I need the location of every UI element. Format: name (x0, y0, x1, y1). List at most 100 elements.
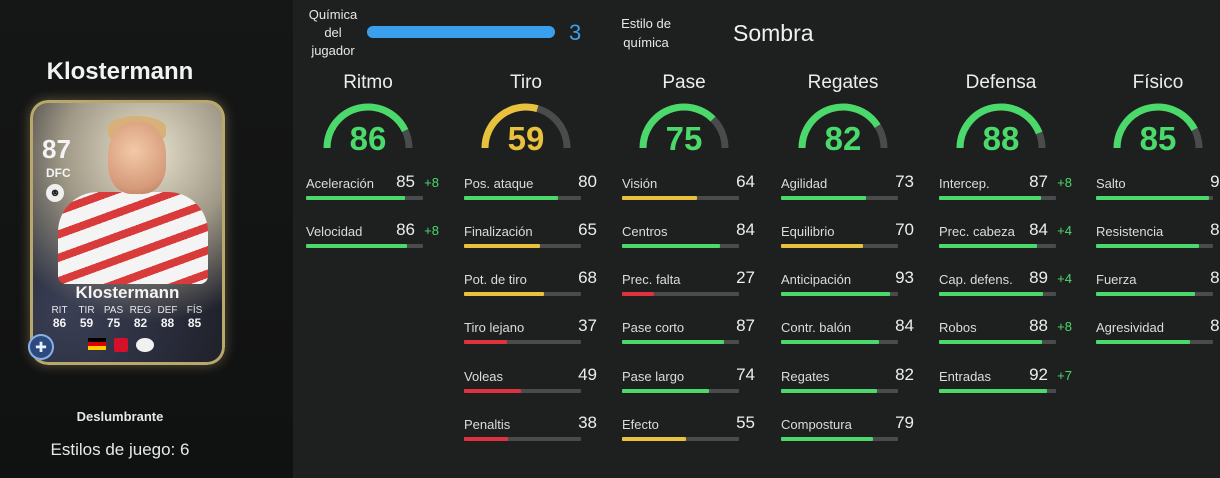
player-portrait (108, 122, 166, 194)
stat-name: Efecto (622, 417, 659, 432)
stat-bar-fill (939, 340, 1042, 344)
stat-bar-fill (939, 196, 1041, 200)
gauge-fill (639, 103, 716, 149)
card-stat-label: PAS (103, 305, 124, 316)
stat-row[interactable]: Resistencia 88 (1096, 218, 1220, 262)
stat-row[interactable]: Finalización 65 (464, 218, 597, 262)
stat-name: Robos (939, 320, 977, 335)
stat-row[interactable]: Anticipación 93 (781, 266, 914, 310)
stat-row[interactable]: Intercep. 87 +8 (939, 170, 1072, 214)
gauge-fill (323, 103, 409, 149)
card-stat: TIR 59 (73, 305, 100, 330)
card-position: DFC (46, 166, 71, 180)
category-title: Regates (807, 72, 879, 93)
stat-row[interactable]: Prec. falta 27 (622, 266, 755, 310)
club-crest-icon (136, 338, 154, 352)
stat-row[interactable]: Cap. defens. 89 +4 (939, 266, 1072, 310)
evolution-icon[interactable]: ✚ (28, 334, 54, 360)
stat-row[interactable]: Penaltis 38 (464, 411, 597, 455)
stat-row[interactable]: Visión 64 (622, 170, 755, 214)
card-stat: FÍS 85 (181, 305, 208, 330)
stat-row[interactable]: Pos. ataque 80 (464, 170, 597, 214)
stat-name: Agilidad (781, 176, 828, 191)
card-stat-value: 85 (187, 316, 202, 330)
stat-bar-fill (1096, 196, 1210, 200)
card-rating: 87 (42, 134, 71, 164)
stat-value: 88 (1210, 220, 1220, 239)
gauge-arc (481, 103, 571, 149)
stat-row[interactable]: Robos 88 +8 (939, 314, 1072, 358)
stat-row[interactable]: Regates 82 (781, 363, 914, 407)
stat-value: 84 (895, 316, 914, 335)
stat-row[interactable]: Prec. cabeza 84 +4 (939, 218, 1072, 262)
player-card[interactable]: 87 DFC ☻ Klostermann RIT 86 TIR 59 PAS 75 R… (30, 100, 225, 365)
stat-row[interactable]: Pase corto 87 (622, 314, 755, 358)
stat-row[interactable]: Tiro lejano 37 (464, 314, 597, 358)
stat-name: Velocidad (306, 224, 363, 239)
stat-category-regates: Regates 82 Agilidad 73 Equilibrio 70 Anticipac… (768, 60, 918, 478)
stat-bar-fill (464, 292, 544, 296)
card-stat: DEF 88 (154, 305, 181, 330)
category-title: Físico (1132, 72, 1184, 93)
card-stat-label: TIR (78, 305, 95, 316)
stat-value: 70 (895, 220, 914, 239)
stat-bar (464, 244, 581, 248)
category-value: 59 (507, 120, 545, 157)
stat-row[interactable]: Pase largo 74 (622, 363, 755, 407)
stat-row[interactable]: Fuerza 85 (1096, 266, 1220, 310)
gauge-fill (1113, 103, 1198, 149)
stat-name: Penaltis (464, 417, 511, 432)
category-title: Tiro (509, 72, 543, 93)
stat-bar-fill (622, 292, 654, 296)
stat-bar-fill (781, 389, 877, 393)
stat-row[interactable]: Centros 84 (622, 218, 755, 262)
stat-value: 65 (578, 220, 597, 239)
stat-value: 93 (895, 268, 914, 287)
stat-row[interactable]: Voleas 49 (464, 363, 597, 407)
stat-bar (622, 244, 739, 248)
stat-bar (306, 196, 423, 200)
stat-boost: +8 (424, 223, 439, 238)
stat-row[interactable]: Agilidad 73 (781, 170, 914, 214)
stat-row[interactable]: Equilibrio 70 (781, 218, 914, 262)
stat-row[interactable]: Aceleración 85 +8 (306, 170, 439, 214)
stat-bar (1096, 340, 1213, 344)
stat-bar (1096, 244, 1213, 248)
stat-row[interactable]: Compostura 79 (781, 411, 914, 455)
card-stats: RIT 86 TIR 59 PAS 75 REG 82 DEF 88 FÍS 85 (46, 305, 208, 330)
stat-row[interactable]: Efecto 55 (622, 411, 755, 455)
stat-row[interactable]: Pot. de tiro 68 (464, 266, 597, 310)
chem-style-value[interactable]: Sombra (733, 20, 814, 46)
gauge-arc (323, 103, 413, 149)
stat-name: Pot. de tiro (464, 272, 527, 287)
stat-value: 92 (1029, 365, 1048, 384)
stat-value: 97 (1210, 172, 1220, 191)
stat-row[interactable]: Velocidad 86 +8 (306, 218, 439, 262)
card-stat-label: DEF (157, 305, 178, 316)
stat-bar-fill (464, 196, 558, 200)
playstyles-count[interactable]: Estilos de juego: 6 (50, 440, 190, 459)
stat-boost: +8 (1057, 175, 1072, 190)
stat-boost: +8 (424, 175, 439, 190)
card-stat-value: 88 (160, 316, 175, 330)
card-stat: RIT 86 (46, 305, 73, 330)
stat-row[interactable]: Agresividad 80 (1096, 314, 1220, 358)
stat-bar-fill (1096, 292, 1196, 296)
stat-bar (781, 196, 898, 200)
category-gauge: 86 (321, 98, 415, 157)
category-value: 82 (824, 120, 862, 157)
stat-row[interactable]: Entradas 92 +7 (939, 363, 1072, 407)
stat-value: 85 (1210, 268, 1220, 287)
stat-bar-fill (1096, 244, 1199, 248)
stat-name: Visión (622, 176, 658, 191)
category-value: 85 (1139, 120, 1177, 157)
stat-bar-fill (622, 389, 709, 393)
stat-row[interactable]: Contr. balón 84 (781, 314, 914, 358)
stat-boost: +4 (1057, 223, 1072, 238)
card-stat-label: FÍS (186, 305, 203, 316)
stat-value: 80 (1210, 316, 1220, 335)
stat-bar (622, 389, 739, 393)
chem-style-card-label: Deslumbrante (76, 409, 164, 424)
stat-row[interactable]: Salto 97 (1096, 170, 1220, 214)
stat-category-pase: Pase 75 Visión 64 Centros 84 Prec. falta 27 Pase… (609, 60, 759, 478)
